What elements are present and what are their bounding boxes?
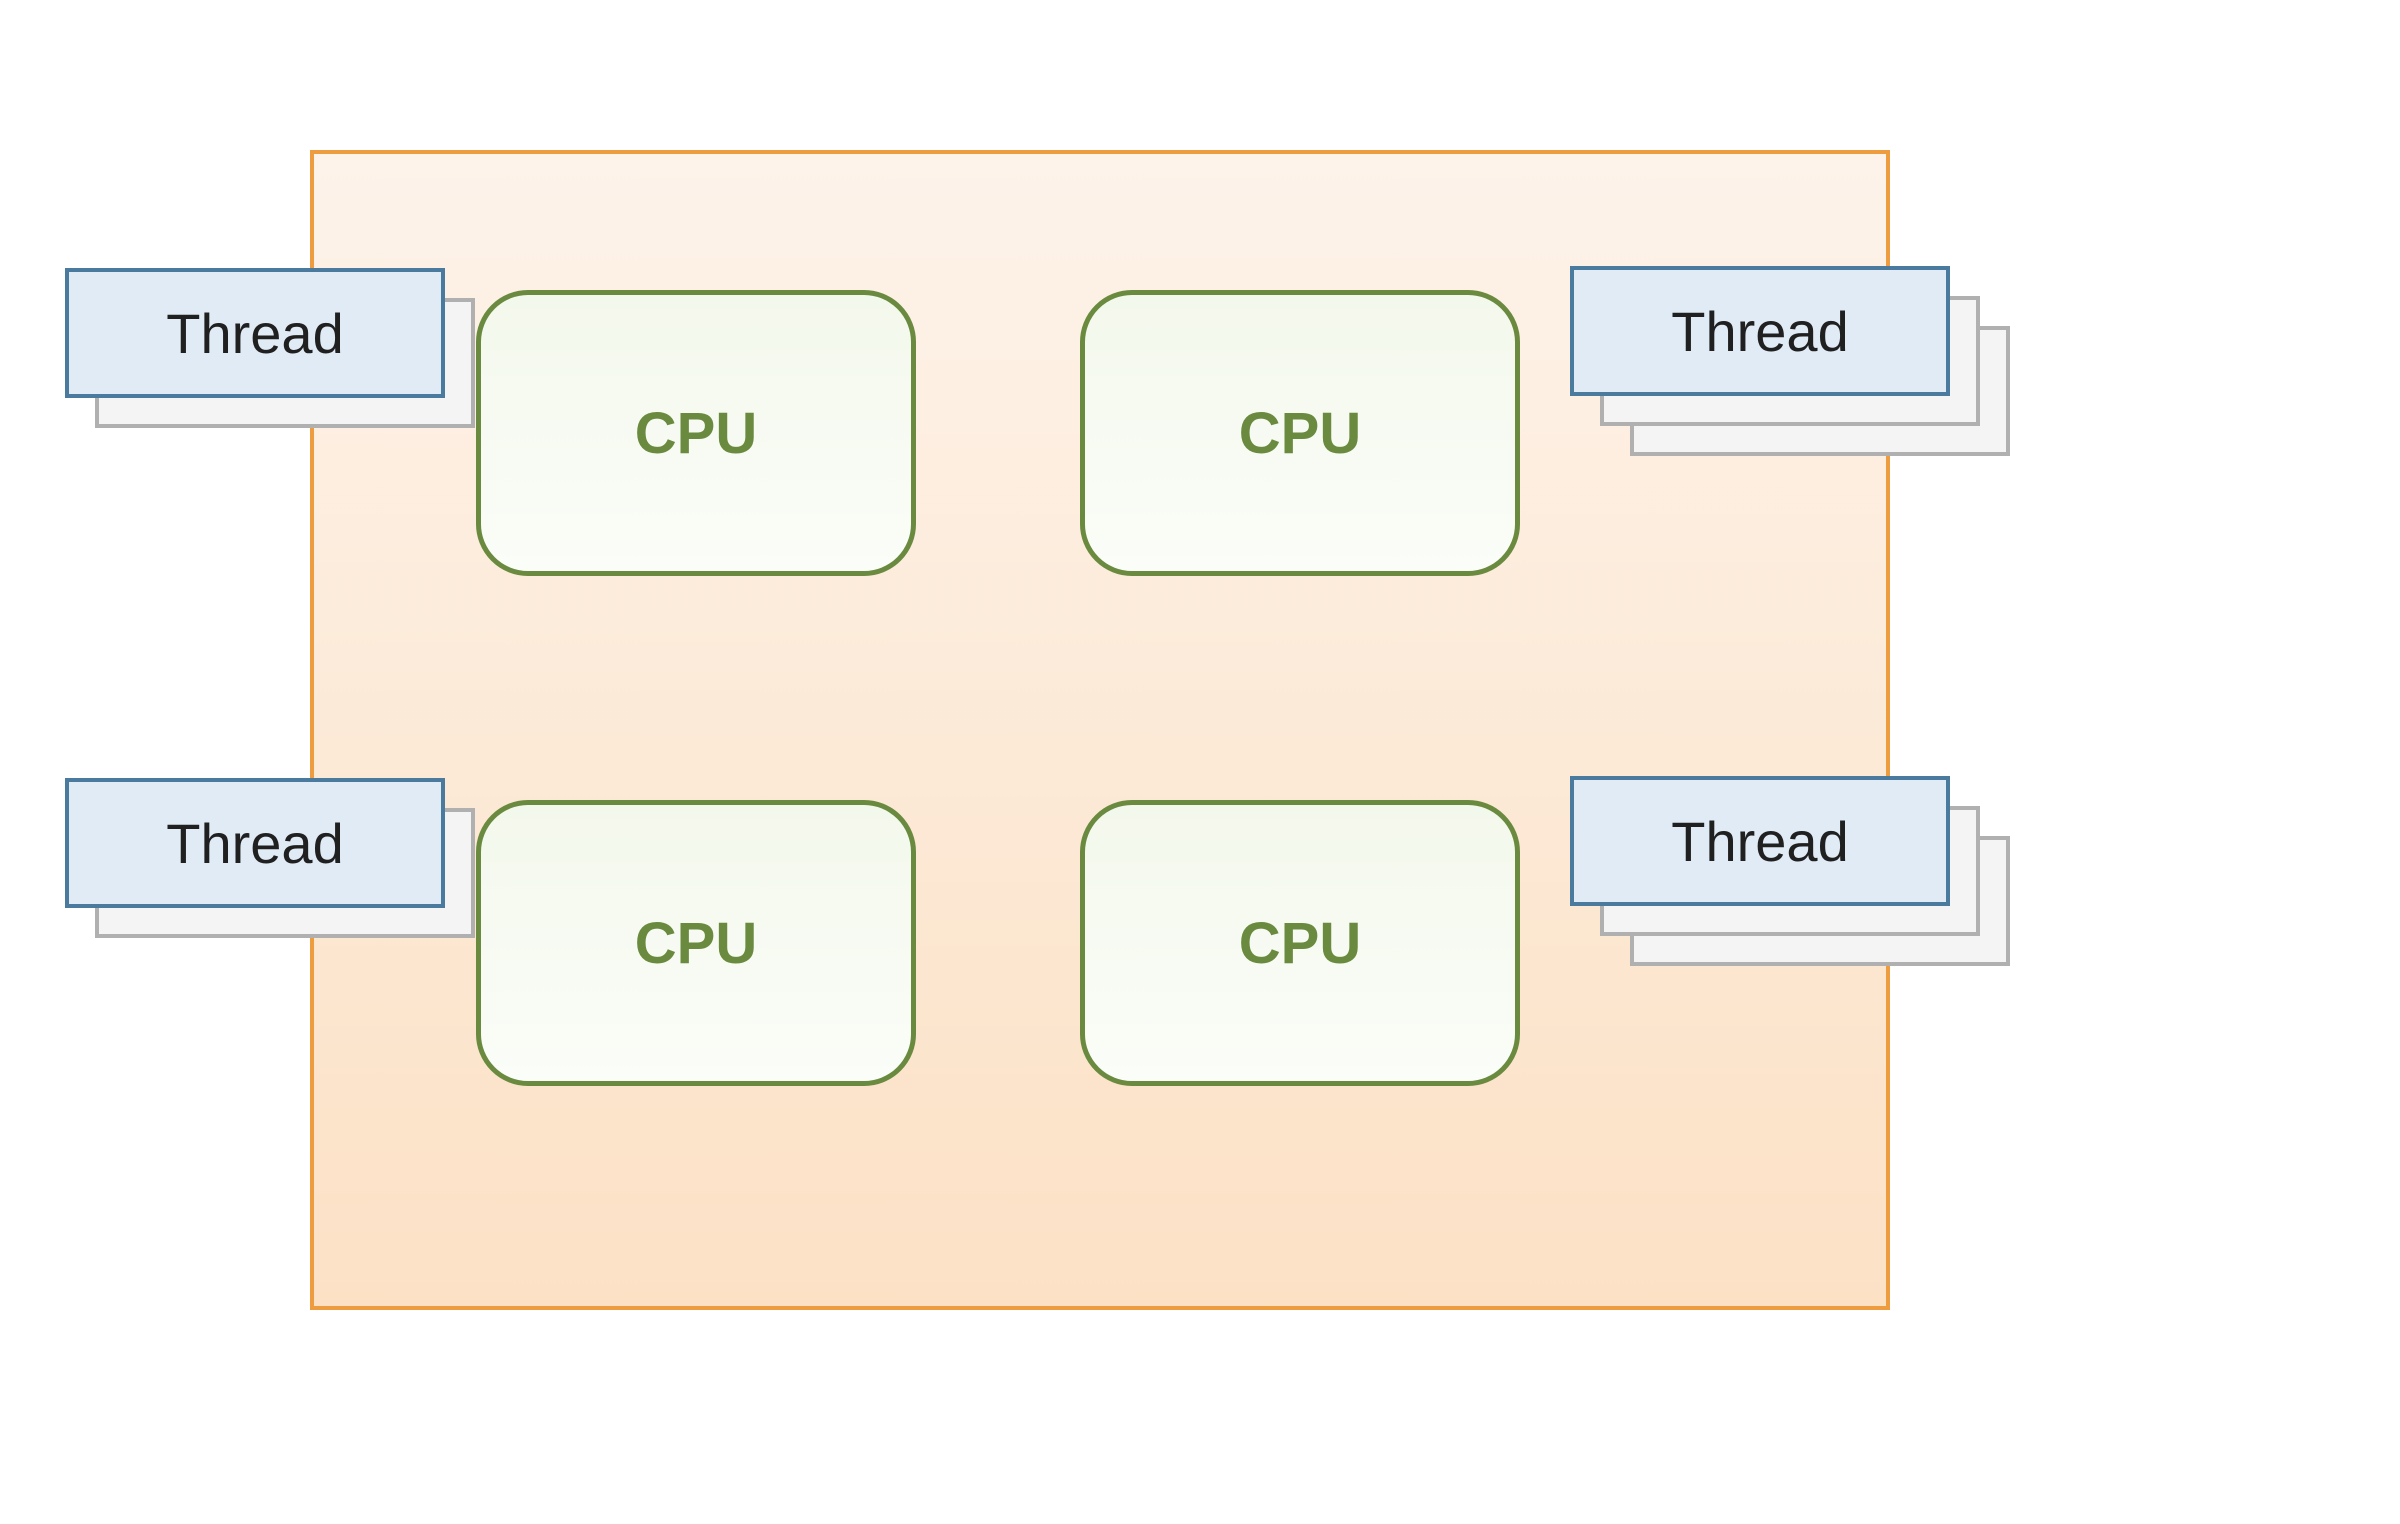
cpu-core-1: CPU [1080,290,1520,576]
thread-stack-bottom-left: Thread [65,778,475,938]
thread-top-left-card-0: Thread [65,268,445,398]
thread-bottom-right-label: Thread [1671,809,1848,874]
cpu-core-3: CPU [1080,800,1520,1086]
cpu-label: CPU [1239,910,1361,977]
thread-bottom-left-label: Thread [166,811,343,876]
thread-top-left-label: Thread [166,301,343,366]
thread-top-right-label: Thread [1671,299,1848,364]
thread-bottom-left-card-0: Thread [65,778,445,908]
cpu-core-2: CPU [476,800,916,1086]
thread-stack-top-right: Thread [1570,266,2010,456]
thread-stack-bottom-right: Thread [1570,776,2010,966]
thread-top-right-card-0: Thread [1570,266,1950,396]
diagram-canvas: CPU CPU CPU CPU Thread Thread Thread Thr… [0,0,2400,1524]
thread-bottom-right-card-0: Thread [1570,776,1950,906]
cpu-label: CPU [635,400,757,467]
cpu-label: CPU [635,910,757,977]
cpu-core-0: CPU [476,290,916,576]
thread-stack-top-left: Thread [65,268,475,428]
cpu-label: CPU [1239,400,1361,467]
